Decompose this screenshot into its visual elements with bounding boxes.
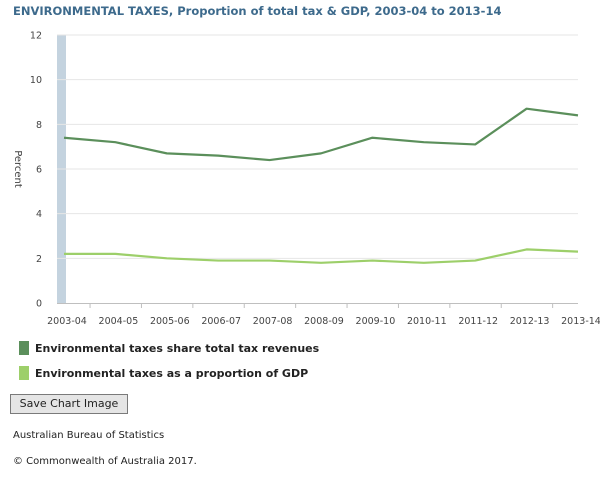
y-tick-label: 10 <box>30 75 42 86</box>
legend-swatch-gdp <box>19 366 29 380</box>
series-line-gdp <box>64 248 579 264</box>
chart-title: ENVIRONMENTAL TAXES, Proportion of total… <box>13 4 502 18</box>
save-chart-image-button[interactable]: Save Chart Image <box>10 394 128 414</box>
legend-swatch-total-tax <box>19 341 29 355</box>
legend-label-total-tax: Environmental taxes share total tax reve… <box>35 341 320 355</box>
legend: Environmental taxes share total tax reve… <box>19 341 319 391</box>
y-tick-label: 12 <box>30 31 42 42</box>
series-line-total-tax <box>63 107 579 162</box>
legend-label-gdp: Environmental taxes as a proportion of G… <box>35 366 309 380</box>
x-tick-label: 2011-12 <box>458 316 498 327</box>
y-tick-label: 4 <box>36 209 42 220</box>
y-axis-label: Percent <box>12 150 23 188</box>
y-tick-label: 8 <box>36 120 42 131</box>
x-tick-label: 2013-14 <box>561 316 600 327</box>
copyright-text: © Commonwealth of Australia 2017. <box>13 456 197 467</box>
x-tick-label: 2007-08 <box>253 316 293 327</box>
source-text: Australian Bureau of Statistics <box>13 430 165 441</box>
y-tick-label: 2 <box>36 254 42 265</box>
x-tick-label: 2005-06 <box>150 316 190 327</box>
x-tick-label: 2009-10 <box>356 316 396 327</box>
x-tick-label: 2004-05 <box>99 316 139 327</box>
legend-item-total-tax[interactable]: Environmental taxes share total tax reve… <box>19 341 319 355</box>
x-tick-label: 2010-11 <box>407 316 447 327</box>
x-tick-label: 2012-13 <box>510 316 550 327</box>
line-chart: 0 2 4 6 8 10 12 Percent 2003-04 2004-05 2005-06 200… <box>12 31 600 328</box>
y-tick-label: 6 <box>36 165 42 176</box>
legend-item-gdp[interactable]: Environmental taxes as a proportion of G… <box>19 366 319 380</box>
y-tick-label: 0 <box>36 299 42 310</box>
x-tick-label: 2003-04 <box>47 316 87 327</box>
x-tick-label: 2008-09 <box>304 316 344 327</box>
x-tick-label: 2006-07 <box>201 316 241 327</box>
